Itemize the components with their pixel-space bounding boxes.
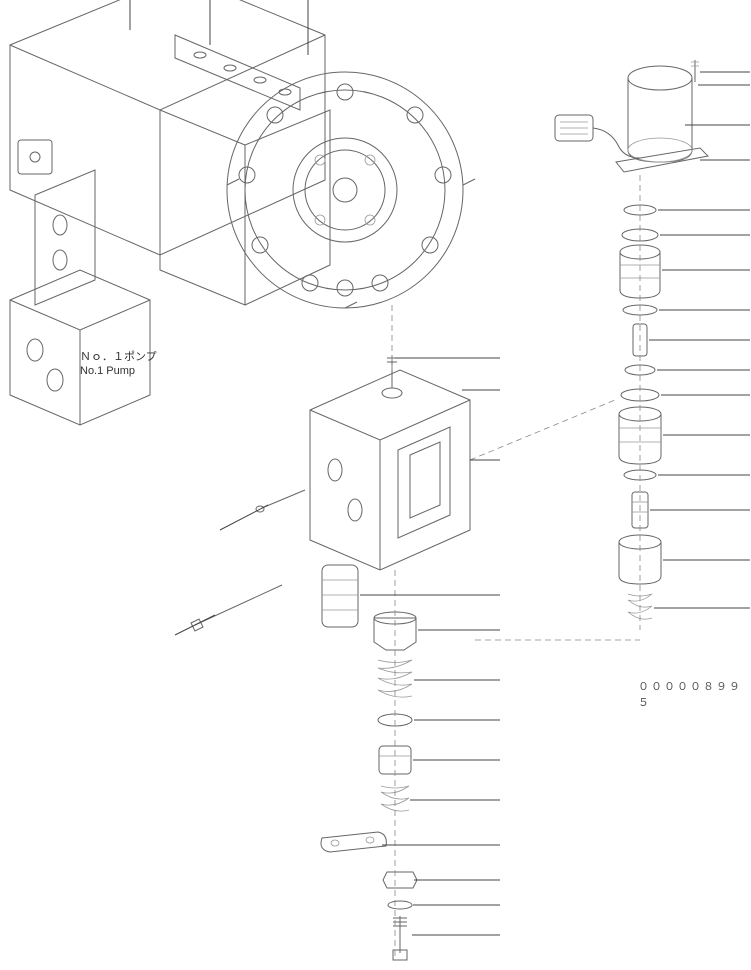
lower-stack (191, 565, 417, 960)
pump-label: Ｎｏ．１ポンプ No.1 Pump (80, 350, 157, 379)
drawing-number: ０００００８９９５ (638, 678, 751, 710)
guide-lines (392, 175, 640, 960)
exploded-diagram (0, 0, 751, 970)
control-block (256, 355, 470, 570)
pump-label-jp: Ｎｏ．１ポンプ (80, 350, 157, 364)
solenoid-assembly (555, 60, 708, 172)
pump-label-en: No.1 Pump (80, 364, 157, 378)
